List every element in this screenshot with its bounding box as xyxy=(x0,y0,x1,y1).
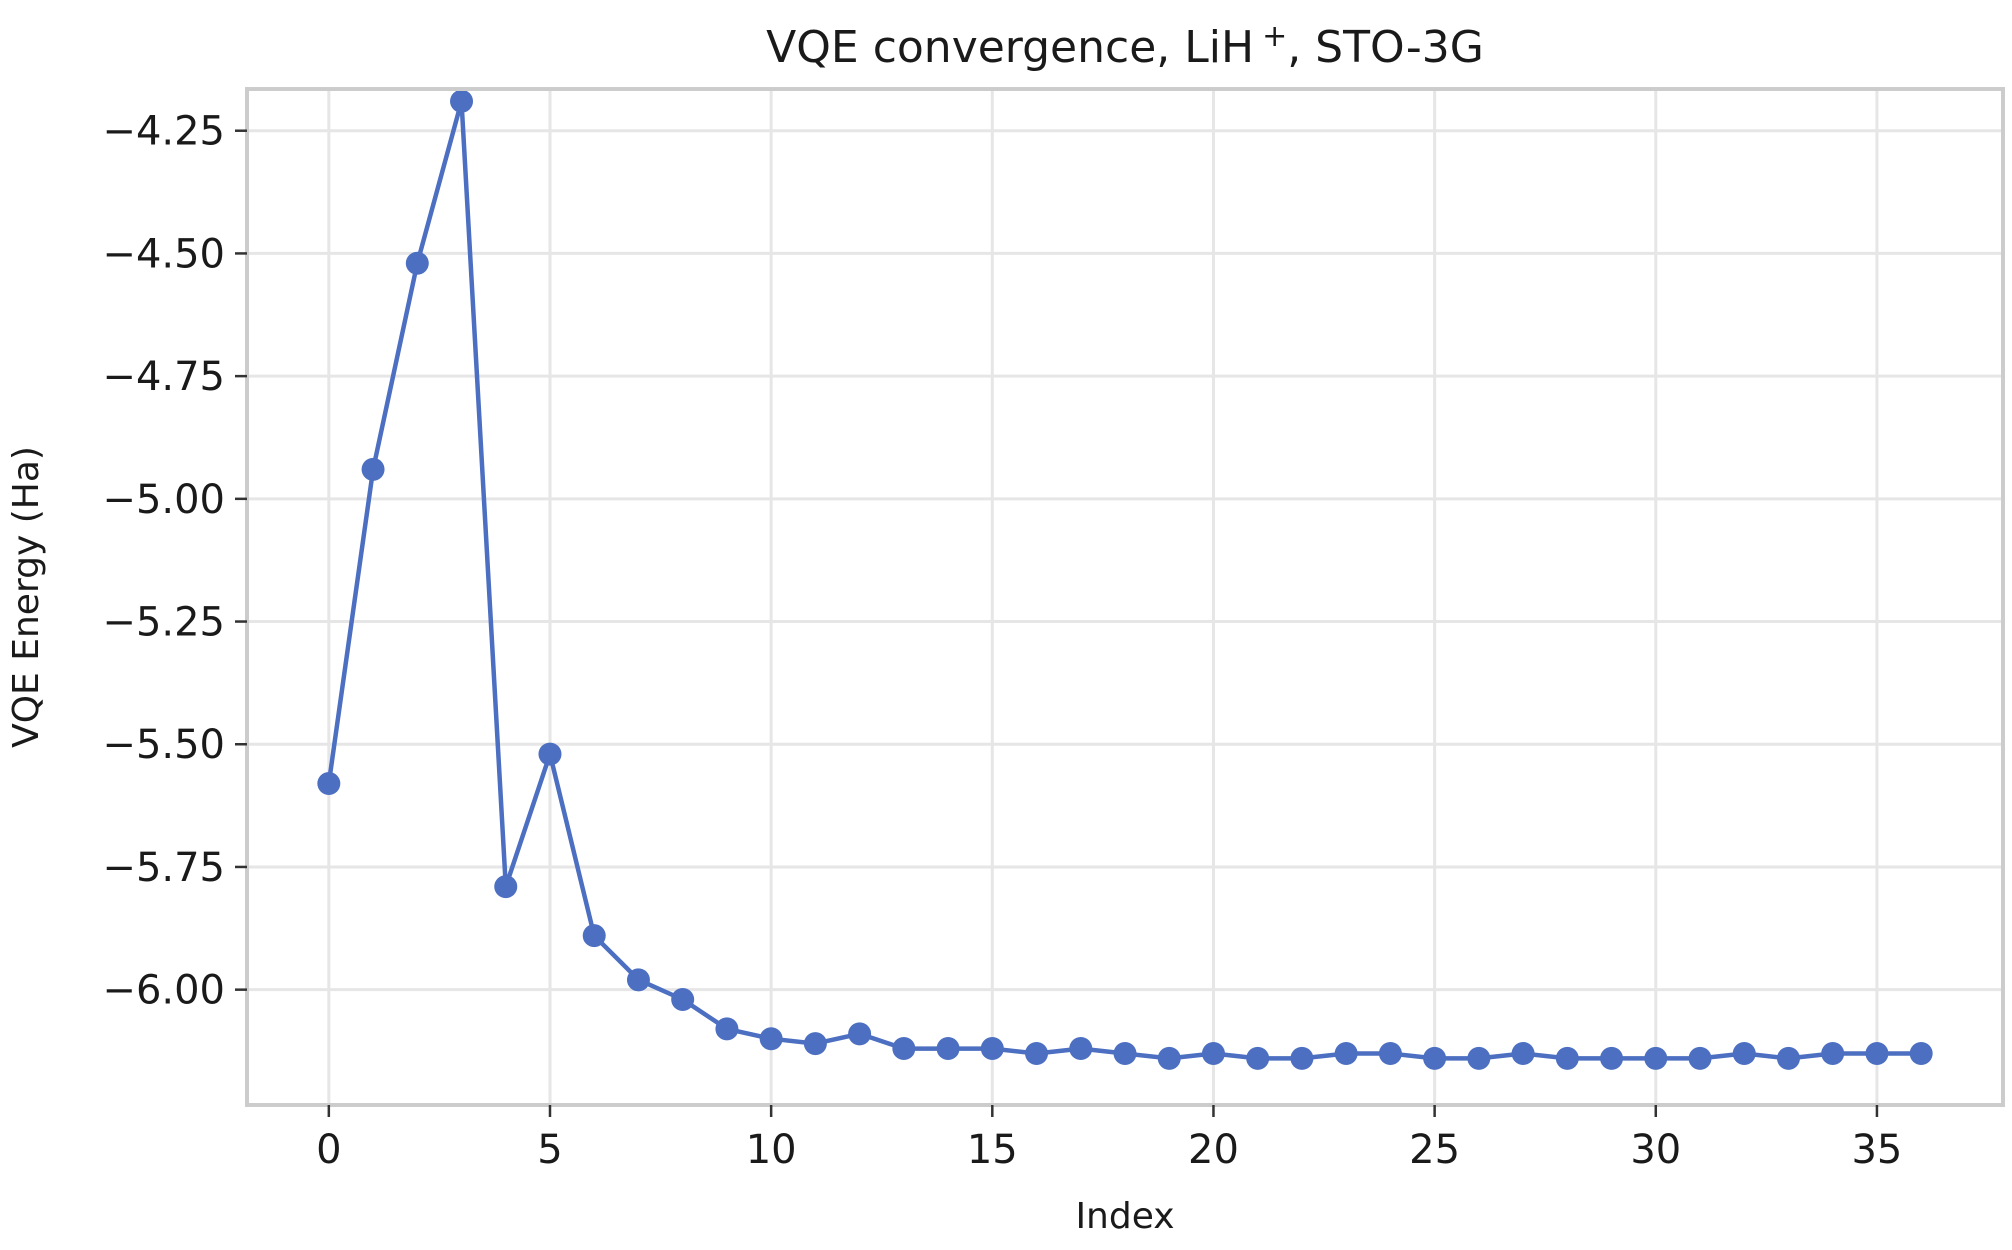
grid xyxy=(247,89,2003,1105)
y-axis-label: VQE Energy (Ha) xyxy=(6,446,47,748)
data-point xyxy=(803,1032,827,1056)
data-point xyxy=(1732,1041,1756,1065)
y-tick-label: −4.50 xyxy=(102,231,225,277)
data-point xyxy=(1157,1046,1181,1070)
data-point xyxy=(759,1027,783,1051)
data-point xyxy=(848,1022,872,1046)
data-point xyxy=(538,742,562,766)
x-tick-label: 20 xyxy=(1188,1127,1239,1173)
data-point xyxy=(450,89,474,113)
y-tick-label: −5.50 xyxy=(102,722,225,768)
data-point xyxy=(1821,1041,1845,1065)
data-point xyxy=(1246,1046,1270,1070)
x-tick-label: 5 xyxy=(537,1127,562,1173)
x-axis-label: Index xyxy=(1075,1196,1174,1237)
x-tick-label: 10 xyxy=(746,1127,797,1173)
y-tick-label: −5.25 xyxy=(102,600,225,646)
title-tail: , STO-3G xyxy=(1287,22,1484,73)
data-point xyxy=(1600,1046,1624,1070)
tick-layer: 0 5 10 15 20 25 30 35 −4.25 −4.50 −4.75 −5.00 −5.25 −… xyxy=(102,109,1902,1173)
data-point xyxy=(582,924,606,948)
data-point xyxy=(715,1017,739,1041)
data-point xyxy=(626,968,650,992)
data-point xyxy=(1201,1041,1225,1065)
data-point xyxy=(1069,1037,1093,1061)
data-point xyxy=(1467,1046,1491,1070)
data-point xyxy=(1423,1046,1447,1070)
data-point xyxy=(405,251,429,275)
data-point xyxy=(1776,1046,1800,1070)
y-tick-label: −4.75 xyxy=(102,354,225,400)
data-point xyxy=(317,772,341,796)
x-tick-label: 30 xyxy=(1630,1127,1681,1173)
data-point xyxy=(892,1037,916,1061)
data-point xyxy=(1113,1041,1137,1065)
data-point xyxy=(1644,1046,1668,1070)
title-main: VQE convergence, LiH xyxy=(766,22,1254,73)
y-tick-label: −6.00 xyxy=(102,968,225,1014)
data-point xyxy=(1290,1046,1314,1070)
y-tick-label: −5.75 xyxy=(102,845,225,891)
data-point xyxy=(1688,1046,1712,1070)
x-tick-label: 15 xyxy=(967,1127,1018,1173)
data-point xyxy=(1865,1041,1889,1065)
data-point xyxy=(936,1037,960,1061)
data-point xyxy=(1909,1041,1933,1065)
data-point xyxy=(494,875,518,899)
data-point xyxy=(1334,1041,1358,1065)
data-point xyxy=(671,987,695,1011)
data-point xyxy=(361,457,385,481)
series-layer xyxy=(317,89,1933,1070)
x-tick-label: 0 xyxy=(316,1127,341,1173)
data-point xyxy=(1378,1041,1402,1065)
y-tick-label: −5.00 xyxy=(102,477,225,523)
plot-frame xyxy=(245,87,2005,1107)
y-tick-label: −4.25 xyxy=(102,109,225,155)
chart-title: VQE convergence, LiH +, STO-3G xyxy=(766,19,1484,73)
data-point xyxy=(980,1037,1004,1061)
data-point xyxy=(1025,1041,1049,1065)
series-line xyxy=(326,99,1922,1061)
title-superscript: + xyxy=(1262,19,1287,54)
x-tick-label: 35 xyxy=(1851,1127,1902,1173)
data-point xyxy=(1511,1041,1535,1065)
data-point xyxy=(1555,1046,1579,1070)
x-tick-label: 25 xyxy=(1409,1127,1460,1173)
